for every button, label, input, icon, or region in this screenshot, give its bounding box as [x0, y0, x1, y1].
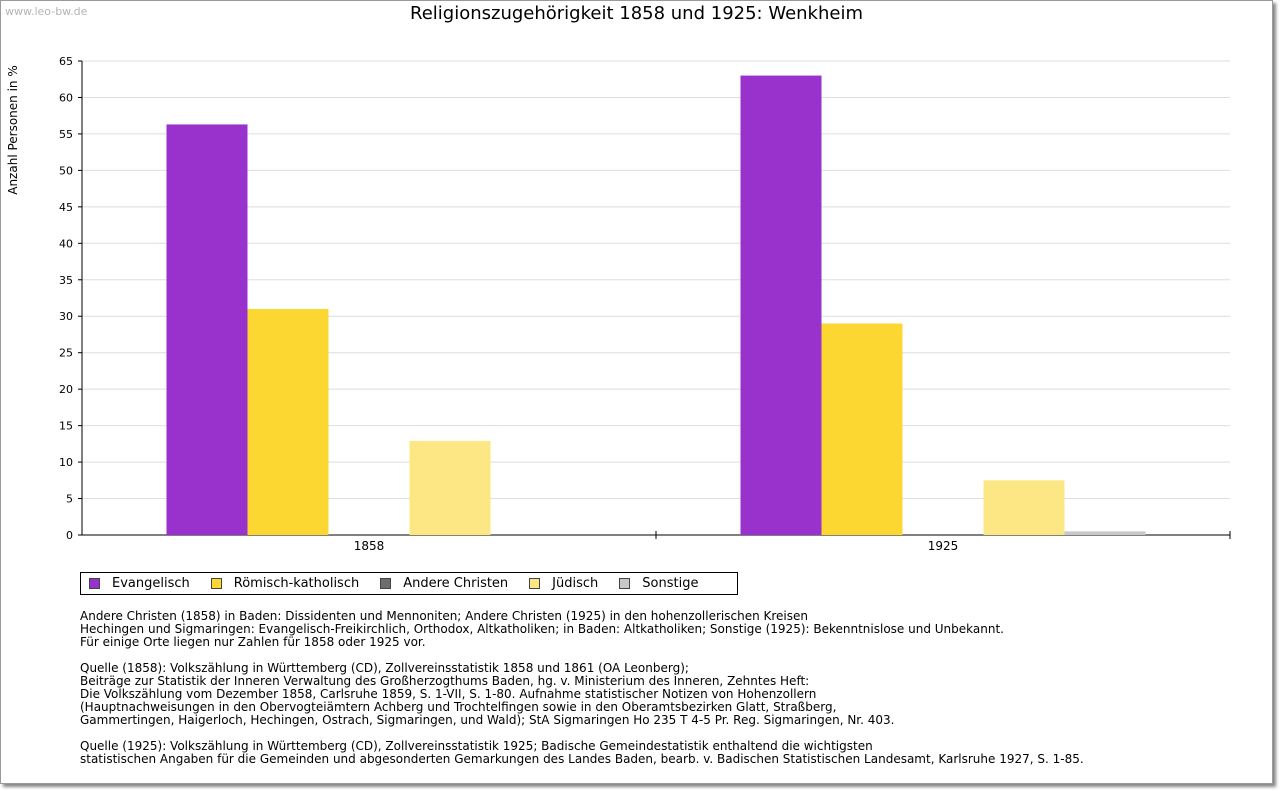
legend-item: Jüdisch: [529, 576, 598, 591]
legend-item: Sonstige: [619, 576, 698, 591]
y-tick-label: 20: [59, 383, 73, 396]
y-tick-label: 50: [59, 164, 73, 177]
y-tick-label: 25: [59, 347, 73, 360]
legend-label: Evangelisch: [112, 576, 190, 591]
y-tick-label: 15: [59, 420, 73, 433]
legend-swatch: [619, 578, 631, 589]
bar-r-misch-katholisch-1925: [821, 323, 903, 535]
note-paragraph: Quelle (1858): Volkszählung in Württembe…: [80, 661, 895, 727]
y-tick-label: 65: [59, 55, 73, 68]
y-tick-label: 30: [59, 310, 73, 323]
legend-label: Jüdisch: [552, 576, 599, 591]
bar-r-misch-katholisch-1858: [247, 308, 329, 535]
legend-item: Römisch-katholisch: [210, 576, 360, 591]
note-paragraph: Andere Christen (1858) in Baden: Disside…: [80, 609, 1004, 649]
legend-swatch: [380, 578, 392, 589]
legend-label: Andere Christen: [403, 576, 509, 591]
watermark: www.leo-bw.de: [5, 5, 88, 18]
bar-sonstige-1925: [1064, 531, 1146, 535]
legend: Evangelisch Römisch-katholisch Andere Chri…: [80, 572, 738, 595]
bar-evangelisch-1858: [166, 124, 248, 535]
legend-swatch: [529, 578, 541, 589]
legend-label: Römisch-katholisch: [233, 576, 360, 591]
y-tick-label: 40: [59, 237, 73, 250]
legend-label: Sonstige: [642, 576, 699, 591]
y-tick-label: 0: [66, 529, 73, 542]
bar-j-disch-1925: [983, 480, 1065, 535]
legend-item: Evangelisch: [89, 576, 190, 591]
legend-item: Andere Christen: [380, 576, 508, 591]
y-tick-label: 5: [66, 493, 73, 506]
y-tick-label: 60: [59, 91, 73, 104]
note-paragraph: Quelle (1925): Volkszählung in Württembe…: [80, 739, 1084, 766]
legend-swatch: [89, 578, 100, 589]
notes: Andere Christen (1858) in Baden: Disside…: [80, 610, 1230, 779]
bar-j-disch-1858: [409, 440, 491, 535]
y-tick-label: 55: [59, 128, 73, 141]
bar-evangelisch-1925: [740, 75, 822, 535]
bar-chart: 0 5 10 15 20 25 30 35 40 45 50 55 60 65 1858 1925: [59, 55, 1231, 553]
y-tick-label: 10: [59, 456, 73, 469]
x-tick-label: 1925: [928, 539, 959, 553]
y-tick-label: 35: [59, 274, 73, 287]
y-tick-label: 45: [59, 201, 73, 214]
chart-title: Religionszugehörigkeit 1858 und 1925: We…: [410, 3, 863, 24]
legend-swatch: [210, 578, 222, 589]
x-tick-label: 1858: [354, 539, 385, 553]
